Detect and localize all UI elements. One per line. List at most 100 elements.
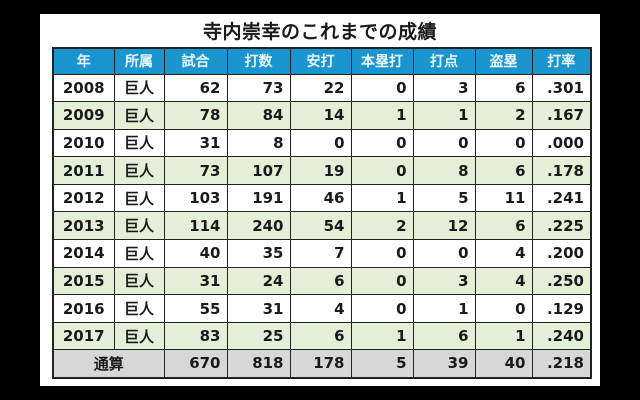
- table-row: 2012 巨人 103 191 46 1 5 11 .241: [52, 183, 592, 213]
- cell-at-bats: 84: [226, 101, 291, 130]
- cell-year: 2015: [52, 266, 115, 296]
- total-home-runs: 5: [350, 349, 414, 379]
- cell-steals: 6: [474, 211, 533, 241]
- cell-home-runs: 0: [350, 266, 414, 296]
- cell-home-runs: 0: [350, 156, 414, 185]
- cell-team: 巨人: [113, 183, 165, 213]
- cell-at-bats: 73: [226, 73, 291, 103]
- cell-home-runs: 0: [350, 239, 414, 268]
- cell-avg: .200: [531, 239, 592, 268]
- cell-at-bats: 240: [226, 211, 291, 241]
- cell-steals: 11: [474, 183, 533, 213]
- cell-steals: 4: [474, 266, 533, 296]
- cell-team: 巨人: [113, 128, 165, 158]
- table-row: 2016 巨人 55 31 4 0 1 0 .129: [52, 294, 592, 323]
- cell-year: 2016: [52, 294, 115, 323]
- cell-rbi: 3: [412, 73, 476, 103]
- cell-year: 2011: [52, 156, 115, 185]
- cell-avg: .240: [531, 321, 592, 351]
- cell-steals: 0: [474, 128, 533, 158]
- total-steals: 40: [474, 349, 533, 379]
- table-row: 2015 巨人 31 24 6 0 3 4 .250: [52, 266, 592, 296]
- table-row: 2008 巨人 62 73 22 0 3 6 .301: [52, 73, 592, 103]
- cell-year: 2017: [52, 321, 115, 351]
- header-hits: 安打: [289, 47, 352, 75]
- cell-games: 103: [163, 183, 228, 213]
- cell-games: 114: [163, 211, 228, 241]
- cell-games: 62: [163, 73, 228, 103]
- cell-team: 巨人: [113, 239, 165, 268]
- cell-games: 55: [163, 294, 228, 323]
- cell-team: 巨人: [113, 211, 165, 241]
- cell-team: 巨人: [113, 294, 165, 323]
- cell-rbi: 5: [412, 183, 476, 213]
- cell-rbi: 0: [412, 239, 476, 268]
- cell-games: 31: [163, 128, 228, 158]
- header-games: 試合: [163, 47, 228, 75]
- cell-steals: 2: [474, 101, 533, 130]
- cell-at-bats: 24: [226, 266, 291, 296]
- cell-team: 巨人: [113, 156, 165, 185]
- cell-team: 巨人: [113, 73, 165, 103]
- total-games: 670: [163, 349, 228, 379]
- cell-games: 78: [163, 101, 228, 130]
- cell-steals: 4: [474, 239, 533, 268]
- cell-year: 2014: [52, 239, 115, 268]
- table-row: 2013 巨人 114 240 54 2 12 6 .225: [52, 211, 592, 241]
- cell-home-runs: 0: [350, 294, 414, 323]
- cell-hits: 6: [289, 321, 352, 351]
- cell-steals: 6: [474, 156, 533, 185]
- cell-rbi: 0: [412, 128, 476, 158]
- cell-at-bats: 35: [226, 239, 291, 268]
- cell-at-bats: 31: [226, 294, 291, 323]
- total-hits: 178: [289, 349, 352, 379]
- cell-rbi: 3: [412, 266, 476, 296]
- cell-hits: 22: [289, 73, 352, 103]
- cell-avg: .241: [531, 183, 592, 213]
- cell-rbi: 1: [412, 294, 476, 323]
- cell-steals: 1: [474, 321, 533, 351]
- cell-year: 2013: [52, 211, 115, 241]
- total-at-bats: 818: [226, 349, 291, 379]
- cell-hits: 4: [289, 294, 352, 323]
- total-row: 通算 670 818 178 5 39 40 .218: [52, 349, 592, 379]
- header-at-bats: 打数: [226, 47, 291, 75]
- cell-team: 巨人: [113, 101, 165, 130]
- cell-hits: 19: [289, 156, 352, 185]
- cell-home-runs: 2: [350, 211, 414, 241]
- cell-team: 巨人: [113, 266, 165, 296]
- table-row: 2009 巨人 78 84 14 1 1 2 .167: [52, 101, 592, 130]
- table-row: 2011 巨人 73 107 19 0 8 6 .178: [52, 156, 592, 185]
- table-row: 2010 巨人 31 8 0 0 0 0 .000: [52, 128, 592, 158]
- cell-steals: 6: [474, 73, 533, 103]
- cell-avg: .129: [531, 294, 592, 323]
- cell-team: 巨人: [113, 321, 165, 351]
- cell-games: 40: [163, 239, 228, 268]
- cell-home-runs: 0: [350, 128, 414, 158]
- cell-avg: .000: [531, 128, 592, 158]
- cell-rbi: 6: [412, 321, 476, 351]
- cell-avg: .225: [531, 211, 592, 241]
- cell-hits: 0: [289, 128, 352, 158]
- cell-hits: 46: [289, 183, 352, 213]
- cell-games: 83: [163, 321, 228, 351]
- page-title: 寺内崇幸のこれまでの成績: [202, 21, 437, 43]
- cell-year: 2009: [52, 101, 115, 130]
- header-row: 年 所属 試合 打数 安打 本塁打 打点 盗塁 打率: [52, 47, 592, 75]
- cell-at-bats: 8: [226, 128, 291, 158]
- total-avg: .218: [531, 349, 592, 379]
- cell-at-bats: 191: [226, 183, 291, 213]
- cell-at-bats: 107: [226, 156, 291, 185]
- header-avg: 打率: [531, 47, 592, 75]
- cell-rbi: 8: [412, 156, 476, 185]
- cell-games: 73: [163, 156, 228, 185]
- cell-year: 2010: [52, 128, 115, 158]
- header-team: 所属: [113, 47, 165, 75]
- header-home-runs: 本塁打: [350, 47, 414, 75]
- career-stats-table: 年 所属 試合 打数 安打 本塁打 打点 盗塁 打率 2008 巨人 62 73…: [52, 47, 592, 379]
- cell-avg: .167: [531, 101, 592, 130]
- cell-at-bats: 25: [226, 321, 291, 351]
- total-label: 通算: [52, 349, 165, 379]
- cell-games: 31: [163, 266, 228, 296]
- cell-avg: .301: [531, 73, 592, 103]
